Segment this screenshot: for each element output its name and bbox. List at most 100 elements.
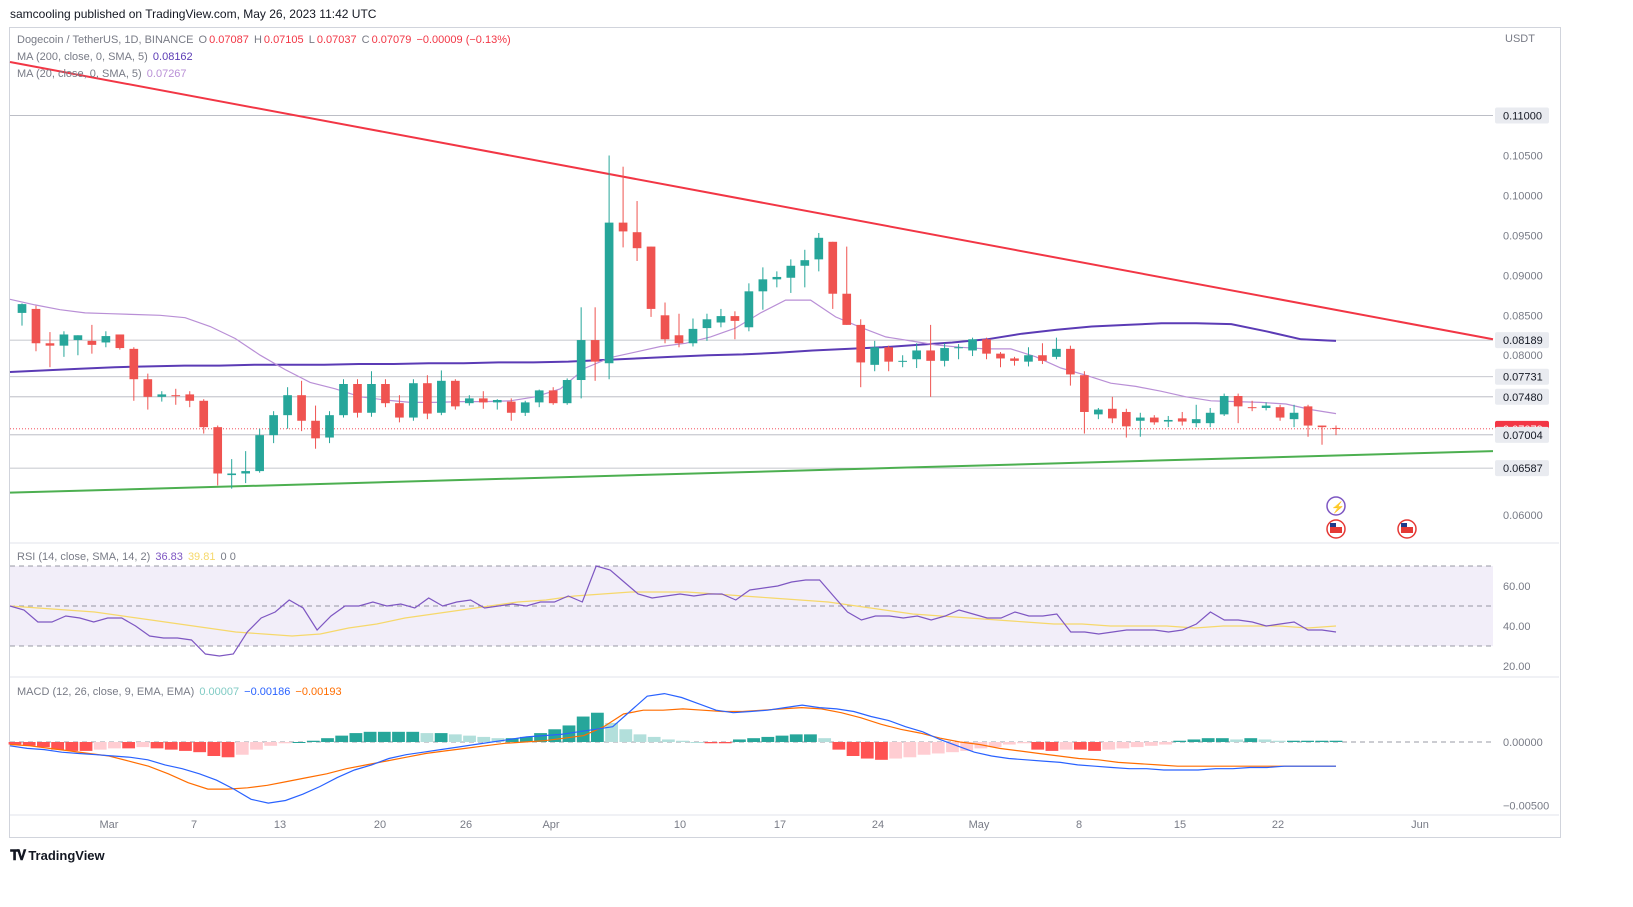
candle xyxy=(912,343,921,369)
candle-body xyxy=(353,384,362,413)
support-trendline xyxy=(9,450,1494,494)
candle xyxy=(185,391,195,408)
macd-histogram-bar xyxy=(633,734,647,742)
candle-body xyxy=(395,403,404,418)
candle xyxy=(101,331,111,348)
candle-body xyxy=(325,415,334,438)
high-label: H xyxy=(253,34,262,46)
candle xyxy=(688,318,698,347)
price-axis-label: 0.07480 xyxy=(1503,392,1543,404)
low-label: L xyxy=(308,34,315,46)
candle-body xyxy=(604,222,614,364)
candle xyxy=(157,391,167,402)
macd-histogram-bar xyxy=(420,733,434,742)
macd-histogram-bar xyxy=(676,740,689,742)
price-axis-label: 0.06000 xyxy=(1503,510,1543,522)
currency-label: USDT xyxy=(1505,33,1535,45)
candle-body xyxy=(1247,407,1257,409)
candle xyxy=(59,331,69,357)
candle-body xyxy=(1233,395,1243,407)
macd-histogram-bar xyxy=(1073,742,1087,750)
candle xyxy=(968,337,977,357)
macd-histogram-bar xyxy=(37,742,50,748)
macd-histogram-bar xyxy=(1272,740,1286,742)
time-axis-label: 15 xyxy=(1174,819,1186,831)
macd-histogram-bar xyxy=(136,742,150,748)
candle xyxy=(576,307,586,399)
candle xyxy=(339,379,348,418)
candle xyxy=(1247,400,1257,412)
candle xyxy=(1052,337,1061,360)
macd-histogram-bar xyxy=(22,742,36,746)
candle xyxy=(786,259,796,293)
macd-histogram-bar xyxy=(1286,740,1300,742)
macd-histogram-bar xyxy=(250,742,263,750)
macd-histogram-bar xyxy=(108,742,121,749)
candle xyxy=(1121,408,1131,438)
macd-histogram-bar xyxy=(1187,739,1201,742)
candle xyxy=(1331,425,1341,436)
candle xyxy=(674,313,684,348)
time-axis-label: 17 xyxy=(774,819,786,831)
candle xyxy=(1177,411,1187,426)
candle xyxy=(926,324,935,397)
macd-histogram-bar xyxy=(122,742,136,749)
candle xyxy=(884,345,894,372)
footer-brand[interactable]: 𝐓𝐕 TradingView xyxy=(10,847,105,864)
candle xyxy=(87,324,97,354)
candle-body xyxy=(1121,411,1131,427)
price-axis-label: 0.08000 xyxy=(1503,350,1543,362)
candle xyxy=(1205,407,1215,428)
macd-axis-label: 0.00000 xyxy=(1503,737,1543,749)
macd-histogram-bar xyxy=(491,738,505,742)
candle xyxy=(758,267,768,310)
macd-histogram-bar xyxy=(434,733,448,742)
time-axis-label: Apr xyxy=(542,819,559,831)
candle xyxy=(716,308,726,328)
macd-histogram-bar xyxy=(946,742,959,753)
candle xyxy=(45,332,55,368)
brand-name: TradingView xyxy=(28,848,105,863)
candle-body xyxy=(241,471,250,474)
macd-histogram-bar xyxy=(619,729,633,742)
candle xyxy=(1094,407,1103,420)
macd-histogram-bar xyxy=(1116,742,1130,749)
macd-histogram-bar xyxy=(662,739,675,742)
macd-axis-label: −0.00500 xyxy=(1503,801,1549,813)
macd-histogram-bar xyxy=(875,742,888,760)
macd-histogram-bar xyxy=(733,739,746,742)
macd-histogram-bar xyxy=(306,740,320,742)
candle-body xyxy=(227,473,237,476)
candle-body xyxy=(968,339,977,351)
open-label: O xyxy=(198,34,208,46)
candle-body xyxy=(451,380,460,407)
flash-event-icon xyxy=(1326,496,1346,516)
candle-body xyxy=(1331,427,1341,429)
candle xyxy=(1024,347,1033,367)
candle xyxy=(562,378,572,405)
candle xyxy=(632,201,642,261)
macd-histogram-bar xyxy=(1159,742,1172,745)
candle-body xyxy=(548,390,558,404)
candle xyxy=(1275,404,1285,421)
macd-histogram-bar xyxy=(804,734,817,742)
candle-body xyxy=(982,339,991,354)
candle-body xyxy=(828,241,838,294)
candle-body xyxy=(213,427,223,474)
macd-histogram-bar xyxy=(321,738,334,742)
candle-body xyxy=(157,394,167,397)
candle-body xyxy=(464,398,474,404)
candle-body xyxy=(17,304,27,313)
candle-body xyxy=(562,380,572,404)
macd-histogram-bar xyxy=(1244,738,1258,742)
macd-histogram-bar xyxy=(534,733,547,742)
macd-histogram-bar xyxy=(292,742,306,743)
rsi-axis-label: 60.00 xyxy=(1503,581,1531,593)
candle-body xyxy=(996,353,1005,359)
ma20-value: 0.07267 xyxy=(146,68,187,80)
candle xyxy=(1317,425,1327,445)
candle-body xyxy=(590,340,600,362)
candle-body xyxy=(730,316,740,321)
macd-histogram-bar xyxy=(605,722,618,742)
